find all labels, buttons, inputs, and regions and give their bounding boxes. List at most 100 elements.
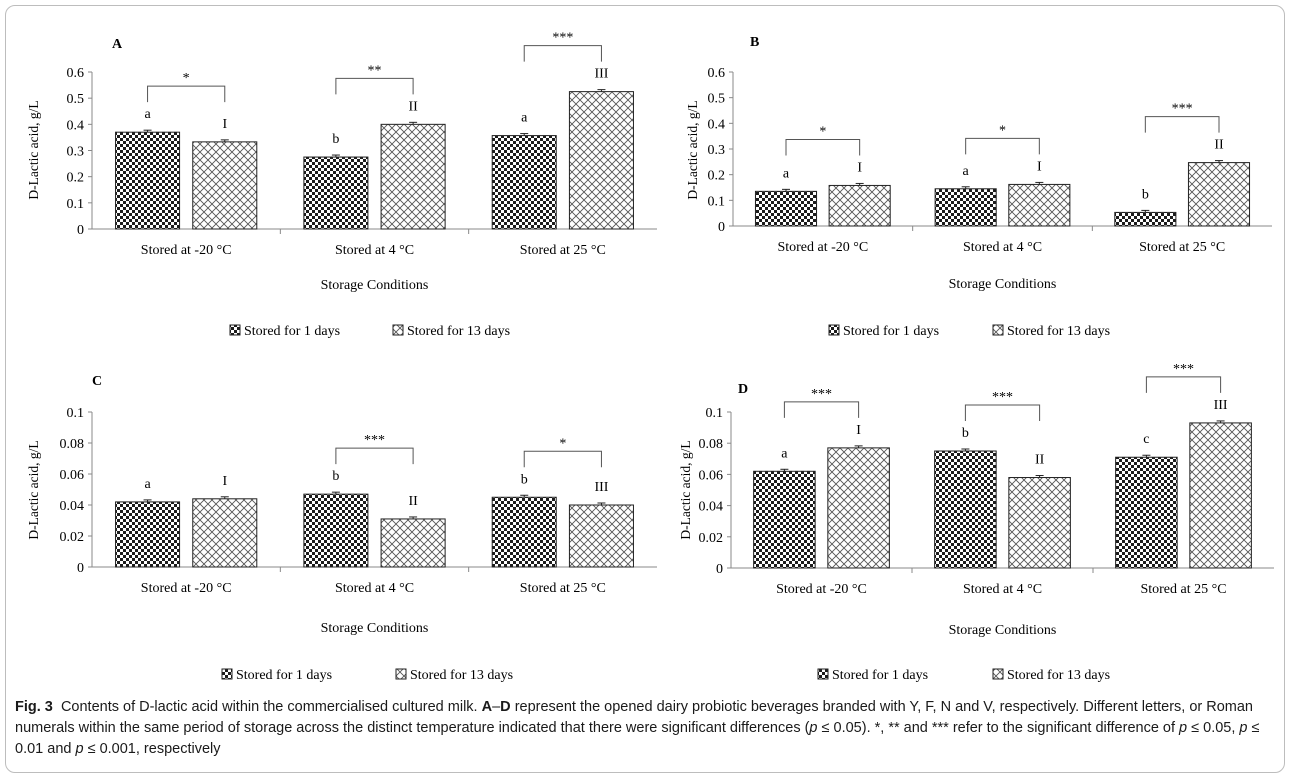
legend-label-b-s1: Stored for 1 days	[843, 324, 939, 339]
category-label-d: Stored at -20 °C	[776, 582, 867, 597]
y-tick-label-a: 0.6	[67, 66, 85, 81]
significance-bracket-d	[964, 404, 1041, 421]
significance-bracket-a	[523, 45, 602, 62]
caption-t3: ≤ 0.001, respectively	[83, 741, 221, 757]
bar-letter-label-d: b	[962, 426, 969, 441]
legend-swatch-b-s2	[992, 324, 1004, 336]
y-axis-title-b: D-Lactic acid, g/L	[685, 100, 700, 199]
category-label-b: Stored at 25 °C	[1139, 240, 1225, 255]
y-tick-label-a: 0.2	[67, 171, 85, 186]
y-tick-label-d: 0.06	[699, 468, 724, 483]
bar-b-s2-c3	[1187, 162, 1251, 227]
bar-letter-label-c: a	[144, 477, 151, 492]
bar-letter-label-a: I	[222, 117, 227, 132]
significance-label-b: ***	[1172, 102, 1193, 117]
significance-bracket-b	[785, 138, 861, 156]
bar-letter-label-a: a	[521, 111, 528, 126]
y-tick-label-c: 0.04	[60, 499, 85, 514]
bar-c-s2-c1	[192, 498, 258, 568]
bar-letter-label-d: c	[1143, 432, 1149, 447]
y-tick-label-b: 0.2	[708, 169, 726, 184]
category-label-c: Stored at -20 °C	[141, 581, 232, 596]
y-tick-label-b: 0.6	[708, 66, 726, 81]
bar-letter-label-c: III	[594, 480, 608, 495]
y-tick-label-a: 0.4	[67, 118, 85, 133]
y-tick-label-b: 0.3	[708, 143, 726, 158]
bar-b-s2-c1	[828, 184, 891, 227]
significance-bracket-d	[783, 401, 860, 418]
bar-a-s2-c3	[568, 91, 634, 230]
bar-a-s1-c1	[115, 131, 181, 230]
panel-label-c: C	[92, 374, 102, 389]
legend-label-a-s2: Stored for 13 days	[407, 324, 510, 339]
caption-text-2: represent the opened dairy probiotic bev…	[15, 699, 1253, 736]
y-tick-label-a: 0.5	[67, 92, 85, 107]
caption-p-3: p	[75, 741, 84, 757]
significance-label-d: ***	[811, 387, 832, 402]
legend-swatch-d-s2	[992, 668, 1004, 680]
bar-d-s1-c1	[753, 470, 816, 569]
significance-bracket-b	[965, 137, 1040, 155]
bar-b-s2-c2	[1008, 183, 1071, 227]
caption-panel-a: A	[481, 699, 493, 715]
category-label-d: Stored at 4 °C	[963, 582, 1042, 597]
bar-letter-label-a: II	[408, 99, 418, 114]
bar-c-s1-c3	[491, 496, 557, 568]
bar-c-s2-c2	[380, 518, 446, 568]
significance-bracket-c	[335, 447, 414, 465]
bar-letter-label-d: II	[1035, 453, 1045, 468]
y-tick-label-c: 0.06	[60, 468, 85, 483]
y-tick-label-d: 0.1	[706, 406, 724, 421]
legend-swatch-c-s1	[221, 668, 233, 680]
y-tick-label-c: 0.02	[60, 530, 85, 545]
y-axis-title-d: D-Lactic acid, g/L	[678, 440, 693, 539]
y-tick-label-b: 0.5	[708, 92, 726, 107]
bar-letter-label-b: I	[1037, 159, 1042, 174]
bar-a-s1-c3	[491, 135, 557, 230]
bar-d-s2-c2	[1008, 477, 1071, 569]
y-tick-label-d: 0.08	[699, 437, 724, 452]
y-tick-label-b: 0.1	[708, 194, 726, 209]
bar-a-s2-c2	[380, 123, 446, 230]
bar-a-s1-c2	[303, 156, 369, 230]
y-axis-title-c: D-Lactic acid, g/L	[26, 440, 41, 539]
significance-label-a: *	[183, 71, 190, 86]
significance-bracket-a	[335, 77, 414, 95]
category-label-a: Stored at -20 °C	[141, 243, 232, 258]
category-label-a: Stored at 25 °C	[520, 243, 606, 258]
category-label-d: Stored at 25 °C	[1140, 582, 1226, 597]
bar-letter-label-c: b	[332, 469, 339, 484]
category-label-a: Stored at 4 °C	[335, 243, 414, 258]
y-axis-title-a: D-Lactic acid, g/L	[26, 100, 41, 199]
category-label-b: Stored at 4 °C	[963, 240, 1042, 255]
y-tick-label-d: 0.04	[699, 500, 724, 515]
figure-caption: Fig. 3 Contents of D-lactic acid within …	[15, 697, 1277, 760]
bar-letter-label-d: I	[856, 423, 861, 438]
bar-c-s1-c2	[303, 493, 369, 568]
significance-label-d: ***	[992, 390, 1013, 405]
significance-label-d: ***	[1173, 362, 1194, 377]
y-tick-label-d: 0	[716, 562, 723, 577]
bar-letter-label-a: III	[594, 67, 608, 82]
bar-letter-label-c: b	[521, 472, 528, 487]
caption-label: Fig. 3	[15, 699, 53, 715]
legend-swatch-a-s2	[392, 324, 404, 336]
bar-a-s2-c1	[192, 141, 258, 230]
y-tick-label-b: 0.4	[708, 117, 726, 132]
legend-label-b-s2: Stored for 13 days	[1007, 324, 1110, 339]
y-tick-label-c: 0	[77, 561, 84, 576]
significance-label-a: **	[368, 63, 382, 78]
bar-d-s1-c3	[1115, 456, 1178, 569]
legend-label-d-s1: Stored for 1 days	[832, 668, 928, 683]
bar-letter-label-a: a	[144, 107, 151, 122]
caption-t1: ≤ 0.05,	[1187, 720, 1240, 736]
panel-label-d: D	[738, 382, 748, 397]
significance-bracket-b	[1144, 116, 1220, 133]
bar-b-s1-c1	[754, 190, 818, 227]
caption-p-0: p	[809, 720, 818, 736]
y-tick-label-a: 0	[77, 223, 84, 238]
bar-b-s1-c3	[1114, 211, 1177, 227]
category-label-c: Stored at 4 °C	[335, 581, 414, 596]
x-axis-title-b: Storage Conditions	[949, 277, 1057, 292]
legend-swatch-d-s1	[817, 668, 829, 680]
